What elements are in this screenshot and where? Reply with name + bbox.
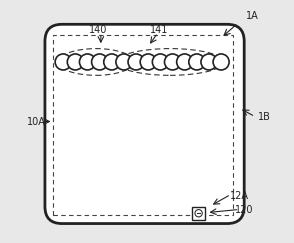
Circle shape — [189, 54, 205, 70]
Text: 140: 140 — [89, 25, 108, 35]
Circle shape — [165, 54, 181, 70]
Text: 120: 120 — [235, 205, 253, 215]
Text: 12A: 12A — [230, 191, 249, 201]
Circle shape — [116, 54, 132, 70]
Text: 141: 141 — [150, 25, 168, 35]
Text: 1B: 1B — [258, 112, 270, 122]
Circle shape — [201, 54, 217, 70]
Circle shape — [128, 54, 144, 70]
Text: 10A: 10A — [27, 116, 46, 127]
Circle shape — [55, 54, 71, 70]
FancyBboxPatch shape — [45, 24, 244, 224]
Circle shape — [152, 54, 168, 70]
Bar — [192, 207, 205, 220]
Circle shape — [104, 54, 120, 70]
Circle shape — [140, 54, 156, 70]
Circle shape — [195, 209, 202, 217]
Circle shape — [177, 54, 193, 70]
Circle shape — [92, 54, 108, 70]
Circle shape — [79, 54, 96, 70]
Text: 1A: 1A — [246, 11, 259, 21]
Circle shape — [213, 54, 229, 70]
Circle shape — [67, 54, 83, 70]
